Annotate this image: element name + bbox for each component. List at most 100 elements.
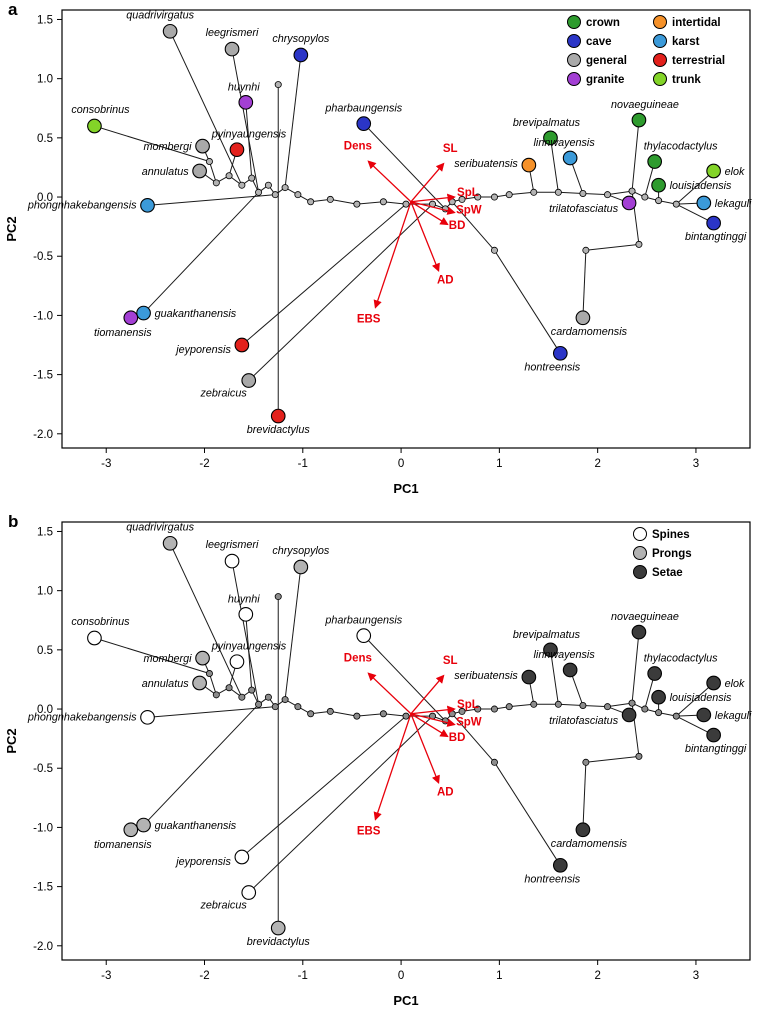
legend-label: intertidal [672, 17, 721, 29]
species-point-phongnhakebangensis [140, 709, 155, 725]
internal-node [628, 187, 636, 195]
species-point-tiomanensis [123, 310, 139, 326]
tree-edge [549, 137, 559, 193]
species-label: quadrivirgatus [126, 521, 194, 533]
tree-edge [509, 191, 534, 196]
species-label: leegrismeri [206, 539, 259, 551]
tree-edge [675, 682, 714, 717]
y-tick-label: 1.0 [37, 74, 53, 86]
internal-node [353, 712, 361, 720]
internal-node [379, 710, 387, 718]
species-point-annulatus [192, 675, 207, 691]
species-label: linnwayensis [534, 649, 596, 661]
internal-node [672, 200, 680, 208]
tree-edge [356, 201, 384, 205]
internal-node [579, 189, 587, 197]
species-label: phongnhakebangensis [27, 199, 137, 211]
species-label: annulatus [142, 678, 189, 690]
tree-edge [208, 161, 217, 183]
species-point-quadrivirgatus [162, 535, 178, 551]
internal-node [271, 191, 279, 199]
legend-label: general [586, 55, 627, 67]
species-point-zebraicus [241, 373, 257, 388]
y-tick-label: -1.5 [33, 370, 53, 382]
internal-node [490, 758, 498, 766]
tree-edge [494, 762, 561, 866]
plot-frame [61, 9, 751, 449]
legend-swatch-Prongs [633, 546, 647, 560]
legend-swatch-general [567, 53, 581, 67]
legend-swatch-trunk [653, 72, 667, 86]
species-label: louisiadensis [670, 180, 732, 192]
internal-node [474, 193, 482, 201]
y-tick-label: 0.5 [37, 645, 53, 657]
y-axis-title: PC2 [4, 216, 19, 241]
tree-edge [241, 715, 407, 858]
species-point-thylacodactylus [647, 154, 663, 169]
internal-node [353, 200, 361, 208]
species-label: zebraicus [200, 388, 248, 400]
internal-node [271, 703, 279, 711]
y-tick-label: -1.0 [33, 822, 53, 834]
y-tick-label: 0.0 [37, 704, 53, 716]
y-tick-label: -0.5 [33, 763, 53, 775]
species-label: louisiadensis [670, 692, 732, 704]
internal-node [205, 670, 213, 678]
legend-label: granite [586, 74, 624, 86]
internal-node [248, 686, 256, 694]
tree-edge [363, 123, 446, 210]
species-label: brevidactylus [247, 936, 311, 948]
x-tick-label: 0 [398, 458, 404, 470]
species-point-linnwayensis [562, 150, 578, 166]
species-label: novaeguineae [611, 99, 679, 111]
internal-node [205, 158, 213, 166]
tree-edge [631, 632, 640, 704]
species-label: hontreensis [524, 873, 580, 885]
internal-node [655, 197, 663, 205]
loading-arrow-label: AD [437, 274, 454, 286]
internal-node [490, 193, 498, 201]
x-tick-label: 0 [398, 970, 404, 982]
tree-edge [451, 201, 495, 251]
species-point-seribuatensis [521, 157, 537, 173]
species-label: hontreensis [524, 361, 580, 373]
internal-node [474, 705, 482, 713]
internal-node [505, 191, 513, 199]
species-point-quadrivirgatus [162, 23, 178, 39]
loading-arrow-SpL [410, 193, 456, 203]
legend-label: Prongs [652, 548, 692, 560]
tree-edge [582, 192, 608, 196]
tree-edge [582, 250, 587, 318]
loading-arrow-label: SL [443, 655, 458, 667]
tree-edge [248, 715, 433, 893]
species-point-hontreensis [552, 857, 568, 873]
species-point-zebraicus [241, 885, 257, 900]
species-label: quadrivirgatus [126, 9, 194, 21]
species-point-mombergi [195, 650, 210, 666]
internal-node [225, 172, 233, 180]
internal-node [672, 712, 680, 720]
y-tick-label: -2.0 [33, 429, 53, 441]
loading-arrow-Dens [367, 672, 412, 715]
species-point-louisiadensis [651, 177, 666, 193]
species-point-elok [706, 675, 721, 691]
tree-edge [582, 704, 608, 708]
internal-node [603, 703, 611, 711]
x-tick-label: 2 [594, 970, 600, 982]
species-label: tiomanensis [94, 327, 152, 339]
legend-swatch-granite [567, 72, 581, 86]
internal-node [530, 188, 538, 196]
legend-swatch-crown [567, 15, 581, 29]
plot-frame [61, 521, 751, 961]
species-label: thylacodactylus [644, 141, 718, 153]
internal-node [641, 705, 649, 713]
species-label: brevipalmatus [513, 117, 581, 129]
species-point-huynhi [238, 606, 254, 622]
internal-node [582, 246, 590, 254]
species-point-jeyporensis [234, 337, 250, 353]
species-point-linnwayensis [562, 662, 578, 678]
tree-edge [330, 198, 357, 205]
loading-arrow-SpW [410, 713, 456, 727]
species-point-bintangtinggi [706, 215, 721, 231]
species-point-brevidactylus [270, 920, 286, 936]
